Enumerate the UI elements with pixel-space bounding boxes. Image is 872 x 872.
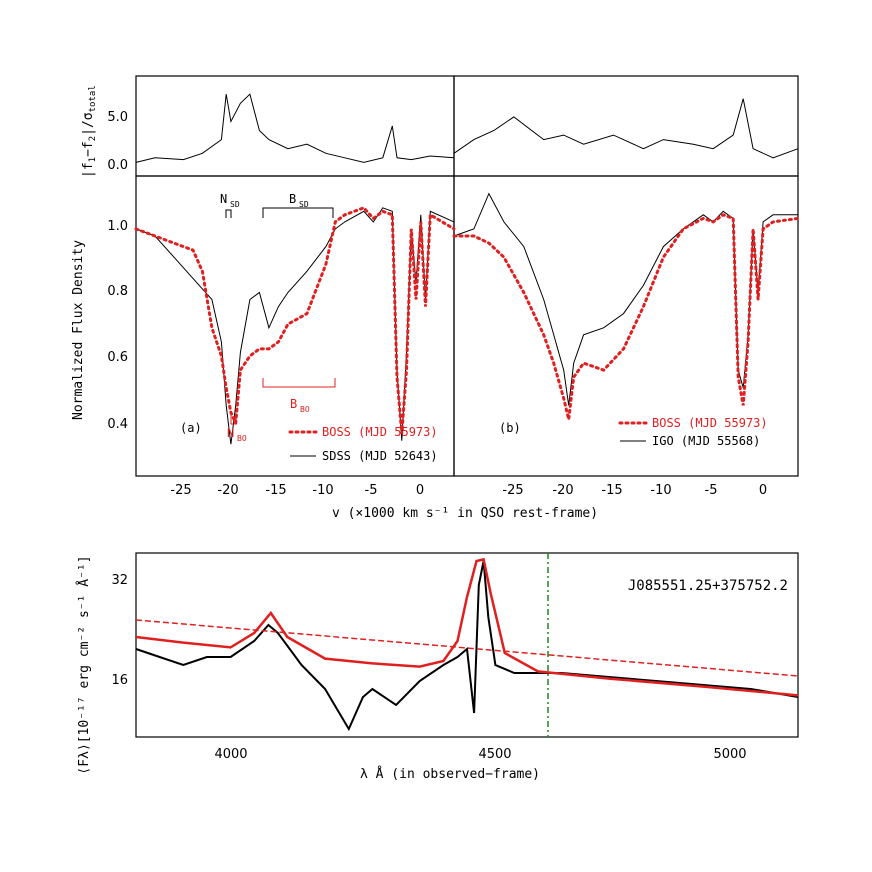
nbo-marker: N BO bbox=[227, 413, 247, 443]
legend-b-boss-label: BOSS (MJD 55973) bbox=[652, 416, 768, 430]
a-xtick-0: 0 bbox=[416, 483, 424, 498]
bbo-marker: B BO bbox=[262, 378, 336, 414]
panel-a-tag: (a) bbox=[180, 421, 202, 435]
spectrum-xtick-4000: 4000 bbox=[214, 747, 247, 762]
residual-panel: 0.0 5.0 |f1−f2|/σtotal bbox=[81, 75, 799, 178]
spectrum-object-name: J085551.25+375752.2 bbox=[628, 578, 788, 594]
panel-b-legend: BOSS (MJD 55973) IGO (MJD 55568) bbox=[618, 416, 768, 448]
main-ylabel: Normalized Flux Density bbox=[71, 240, 86, 420]
panel-b-tag: (b) bbox=[499, 421, 521, 435]
b-xtick-m25: -25 bbox=[502, 483, 523, 498]
panel-a-boss-line bbox=[134, 206, 456, 434]
a-xtick-m15: -15 bbox=[265, 483, 286, 498]
residual-line-right bbox=[453, 98, 799, 159]
spectrum-xtick-5000: 5000 bbox=[713, 747, 746, 762]
b-xtick-m5: -5 bbox=[705, 483, 718, 498]
panel-b-boss-line bbox=[452, 213, 800, 420]
a-xtick-m5: -5 bbox=[365, 483, 378, 498]
svg-text:SD: SD bbox=[230, 200, 240, 209]
a-xtick-m10: -10 bbox=[312, 483, 333, 498]
b-xtick-m20: -20 bbox=[552, 483, 573, 498]
svg-text:B: B bbox=[289, 192, 296, 206]
spectrum-continuum-line bbox=[135, 619, 799, 677]
residual-ytick-5: 5.0 bbox=[107, 110, 128, 125]
spectrum-frame bbox=[135, 552, 799, 738]
main-xlabel: v (×1000 km s⁻¹ in QSO rest-frame) bbox=[332, 506, 598, 521]
spectrum-ytick-32: 32 bbox=[111, 573, 128, 588]
spectrum-ytick-16: 16 bbox=[111, 673, 128, 688]
main-ytick-0.6: 0.6 bbox=[107, 350, 128, 365]
svg-text:BO: BO bbox=[300, 405, 310, 414]
legend-a-sdss-label: SDSS (MJD 52643) bbox=[322, 449, 438, 463]
spectrum-observed-line bbox=[135, 560, 799, 732]
svg-text:BO: BO bbox=[237, 434, 247, 443]
legend-b-igo-label: IGO (MJD 55568) bbox=[652, 434, 760, 448]
residual-frame-left bbox=[135, 75, 455, 177]
main-panel: 0.4 0.6 0.8 1.0 -25 -20 -15 -10 -5 0 -25… bbox=[71, 175, 800, 521]
svg-text:N: N bbox=[227, 426, 234, 440]
spectrum-xlabel: λ Å (in observed−frame) bbox=[360, 766, 540, 782]
residual-ytick-0: 0.0 bbox=[107, 158, 128, 173]
svg-text:B: B bbox=[290, 397, 297, 411]
bsd-marker: B SD bbox=[262, 192, 334, 218]
panel-b-frame bbox=[453, 175, 799, 477]
b-xtick-0: 0 bbox=[759, 483, 767, 498]
a-xtick-m20: -20 bbox=[217, 483, 238, 498]
nsd-marker: N SD bbox=[220, 192, 240, 218]
residual-line-left bbox=[135, 93, 455, 163]
svg-text:SD: SD bbox=[299, 200, 309, 209]
legend-a-boss-label: BOSS (MJD 55973) bbox=[322, 425, 438, 439]
main-ytick-0.8: 0.8 bbox=[107, 284, 128, 299]
b-xtick-m15: -15 bbox=[601, 483, 622, 498]
b-xtick-m10: -10 bbox=[650, 483, 671, 498]
a-xtick-m25: -25 bbox=[170, 483, 191, 498]
main-ytick-1.0: 1.0 bbox=[107, 219, 128, 234]
spectrum-ylabel: ⟨Fλ⟩[10⁻¹⁷ erg cm⁻² s⁻¹ Å⁻¹] bbox=[76, 555, 92, 774]
svg-text:N: N bbox=[220, 192, 227, 206]
spectrum-panel: 32 16 4000 4500 5000 J085551.25+375752.2… bbox=[76, 552, 799, 782]
main-ytick-0.4: 0.4 bbox=[107, 417, 128, 432]
spectrum-xtick-4500: 4500 bbox=[478, 747, 511, 762]
residual-ylabel: |f1−f2|/σtotal bbox=[81, 85, 98, 178]
residual-frame-right bbox=[453, 75, 799, 177]
panel-a-legend: BOSS (MJD 55973) SDSS (MJD 52643) bbox=[288, 425, 438, 463]
